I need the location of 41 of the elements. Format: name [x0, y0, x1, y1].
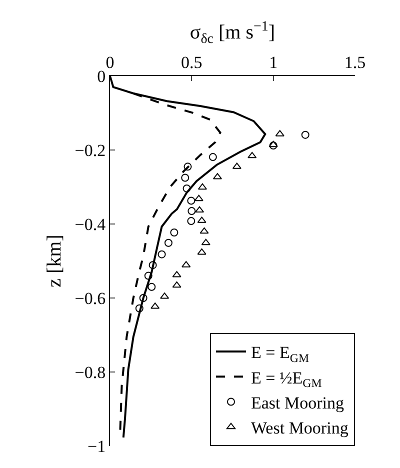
point [139, 294, 148, 302]
point [172, 281, 182, 288]
legend-label: West Mooring [251, 418, 349, 438]
y-tick-label: −1 [88, 436, 106, 456]
legend-label: East Mooring [251, 393, 345, 412]
point [194, 206, 204, 213]
point [164, 238, 172, 247]
y-tick-label: −0.6 [74, 288, 106, 308]
y-axis-title: z [km] [43, 234, 66, 288]
y-tick-label: −0.8 [74, 362, 106, 382]
point [197, 248, 206, 255]
legend-label: E = ½E$_{GM}$ [251, 368, 322, 390]
point [148, 261, 157, 270]
point [269, 142, 278, 150]
point [200, 227, 209, 234]
legend-label: E = E$_{GM}$ [251, 343, 310, 365]
point [181, 174, 190, 182]
point [208, 153, 217, 162]
point [248, 152, 257, 158]
y-tick-label: −0.2 [74, 140, 106, 160]
point [301, 130, 310, 139]
point [187, 217, 196, 226]
point [188, 207, 196, 216]
x-tick-label: 1 [269, 53, 278, 72]
point [198, 183, 207, 190]
x-tick-label: 1.5 [344, 53, 366, 72]
point [182, 184, 191, 192]
point [201, 238, 210, 246]
point [148, 282, 156, 291]
x-axis-title: σ$_{δc}$ [m s$^{−1}$] [190, 19, 276, 47]
point [158, 250, 166, 258]
point [184, 162, 192, 171]
y-tick-label: 0 [97, 66, 106, 86]
point [194, 194, 204, 202]
x-tick-label: 0.5 [181, 53, 202, 72]
point [135, 304, 144, 312]
y-tick-label: −0.4 [74, 214, 106, 234]
point [268, 140, 278, 148]
point [144, 272, 152, 280]
point [170, 228, 178, 237]
point [187, 196, 196, 205]
